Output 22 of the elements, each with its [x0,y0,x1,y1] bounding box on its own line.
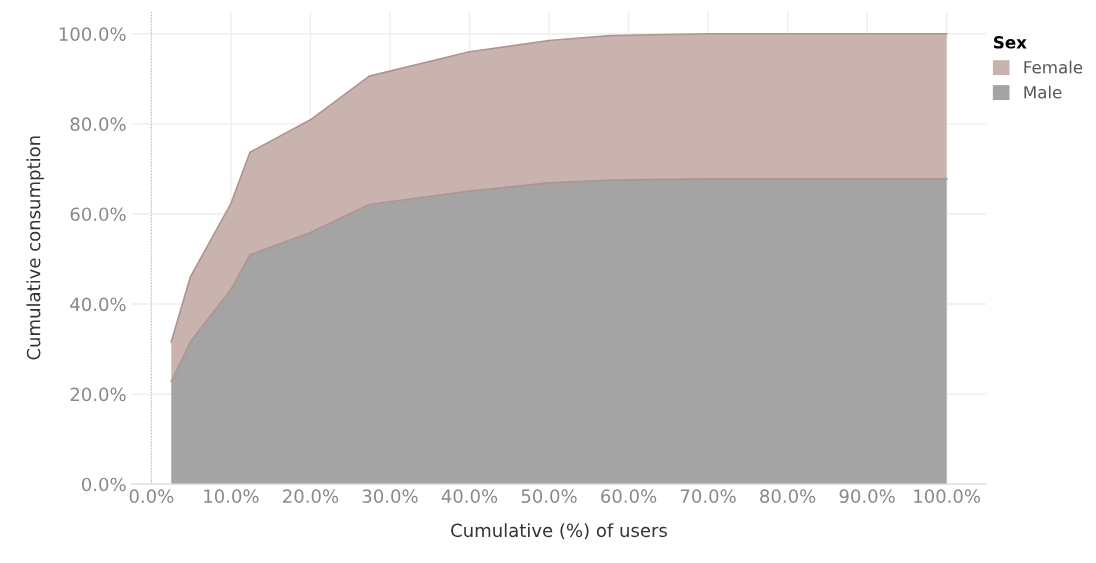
x-tick-label: 90.0% [839,489,895,504]
x-tick-label: 10.0% [204,489,259,504]
y-tick-label: 0.0% [81,477,126,492]
x-tick-label: 50.0% [521,489,577,504]
legend-title: Sex [994,36,1027,49]
x-tick-label: 0.0% [129,489,174,504]
legend-label: Male [1024,85,1062,99]
x-tick-label: 20.0% [283,489,339,504]
x-tick-label: 40.0% [441,489,498,504]
x-tick-label: 80.0% [760,489,816,504]
x-tick-label: 100.0% [914,489,981,504]
x-tick-label: 30.0% [362,489,418,504]
x-tick-label: 70.0% [680,489,736,504]
y-tick-label: 100.0% [59,27,126,41]
legend-label: Female [1024,60,1083,74]
x-axis-title: Cumulative (%) of users [451,523,667,540]
y-tick-label: 60.0% [70,207,126,222]
y-tick-label: 80.0% [70,117,126,131]
y-tick-label: 20.0% [70,387,126,402]
x-tick-label: 60.0% [601,489,657,504]
y-axis-title: Cumulative consumption [26,136,44,360]
y-tick-label: 40.0% [70,297,126,312]
